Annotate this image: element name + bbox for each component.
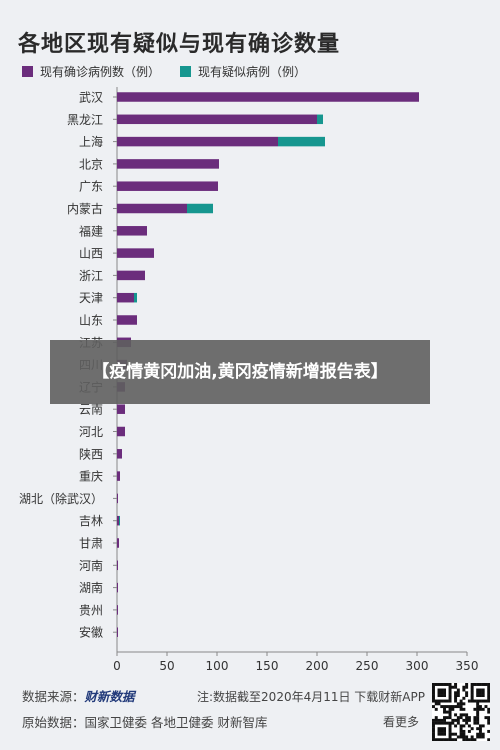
- legend-label-confirmed: 现有确诊病例数（例）: [40, 65, 161, 79]
- bar-suspected: [317, 114, 323, 125]
- x-tick-label: 50: [159, 659, 174, 673]
- bar-confirmed: [117, 226, 147, 236]
- bar-confirmed: [117, 203, 187, 214]
- x-tick-label: 300: [406, 659, 429, 673]
- y-tick-label: 武汉: [79, 91, 103, 105]
- bar-confirmed: [117, 605, 118, 615]
- bar-confirmed: [117, 159, 219, 169]
- bar-confirmed: [117, 538, 119, 548]
- y-tick-label: 陕西: [79, 446, 103, 461]
- chart-legend: 现有确诊病例数（例） 现有疑似病例（例）: [22, 63, 306, 80]
- x-tick-label: 350: [456, 659, 479, 673]
- source-brand-logo: 财新数据: [84, 689, 135, 704]
- y-tick-label: 内蒙古: [67, 201, 103, 216]
- bar-confirmed: [117, 515, 119, 526]
- page-title: 各地区现有疑似与现有确诊数量: [18, 32, 341, 57]
- x-tick-label: 150: [256, 659, 279, 673]
- legend-label-suspected: 现有疑似病例（例）: [198, 65, 307, 79]
- bar-confirmed: [117, 493, 118, 504]
- source-label: 数据来源：: [22, 689, 85, 704]
- bar-confirmed: [117, 292, 134, 303]
- y-tick-label: 浙江: [79, 269, 103, 283]
- y-tick-label: 湖北（除武汉）: [19, 491, 103, 506]
- raw-label: 原始数据：: [22, 715, 85, 730]
- y-tick-label: 山东: [79, 314, 103, 328]
- qr-code-icon: [432, 683, 491, 742]
- footer-note[interactable]: 注:数据截至2020年4月11日 下载财新APP: [197, 690, 425, 704]
- y-tick-label: 河南: [79, 558, 103, 573]
- bar-confirmed: [117, 92, 419, 102]
- bar-confirmed: [117, 426, 125, 437]
- x-tick-label: 0: [113, 659, 121, 673]
- bar-confirmed: [117, 471, 120, 481]
- y-tick-label: 北京: [79, 157, 103, 171]
- x-tick-label: 200: [306, 659, 329, 673]
- y-tick-label: 黑龙江: [67, 113, 103, 127]
- y-tick-label: 云南: [79, 402, 103, 417]
- y-tick-label: 山西: [79, 247, 103, 261]
- bar-confirmed: [117, 404, 125, 414]
- legend-swatch-confirmed: [22, 66, 33, 77]
- y-tick-label: 重庆: [79, 470, 103, 484]
- y-tick-label: 福建: [79, 223, 103, 238]
- bar-confirmed: [117, 136, 278, 147]
- bar-confirmed: [117, 270, 145, 281]
- y-tick-label: 甘肃: [79, 537, 103, 551]
- bar-confirmed: [117, 560, 118, 571]
- legend-item-suspected: 现有疑似病例（例）: [180, 63, 306, 80]
- bar-suspected: [187, 203, 213, 214]
- bar-confirmed: [117, 627, 118, 637]
- qr-code[interactable]: [432, 683, 491, 742]
- legend-item-confirmed: 现有确诊病例数（例）: [22, 63, 160, 80]
- y-tick-label: 上海: [79, 134, 103, 149]
- x-tick-label: 100: [206, 659, 229, 673]
- y-tick-label: 吉林: [79, 514, 103, 528]
- bar-chart: 武汉黑龙江上海北京广东内蒙古福建山西浙江天津山东江苏四川辽宁云南河北陕西重庆湖北…: [19, 87, 479, 673]
- bar-confirmed: [117, 315, 137, 325]
- y-tick-label: 安徽: [79, 625, 103, 640]
- y-tick-label: 天津: [79, 291, 103, 305]
- overlay-banner[interactable]: 【疫情黄冈加油,黄冈疫情新增报告表】: [50, 340, 430, 404]
- y-tick-label: 贵州: [79, 603, 103, 617]
- bar-confirmed: [117, 114, 317, 125]
- bar-confirmed: [117, 449, 122, 459]
- y-tick-label: 湖南: [79, 580, 103, 595]
- overlay-banner-text: 【疫情黄冈加油,黄冈疫情新增报告表】: [92, 362, 388, 382]
- bar-confirmed: [117, 582, 118, 593]
- legend-swatch-suspected: [180, 66, 192, 77]
- bar-confirmed: [117, 248, 154, 258]
- x-tick-label: 250: [356, 659, 379, 673]
- footer-source: 数据来源：财新数据: [22, 686, 135, 705]
- bar-confirmed: [117, 181, 218, 191]
- bar-suspected: [134, 292, 137, 303]
- footer-raw-sources: 原始数据：国家卫健委 各地卫健委 财新智库: [22, 712, 267, 731]
- y-tick-label: 河北: [79, 425, 103, 439]
- follow-text: 看更多: [383, 715, 420, 729]
- y-tick-label: 广东: [79, 180, 103, 194]
- bar-suspected: [119, 515, 120, 526]
- raw-sources: 国家卫健委 各地卫健委 财新智库: [84, 715, 268, 730]
- bar-suspected: [278, 136, 325, 147]
